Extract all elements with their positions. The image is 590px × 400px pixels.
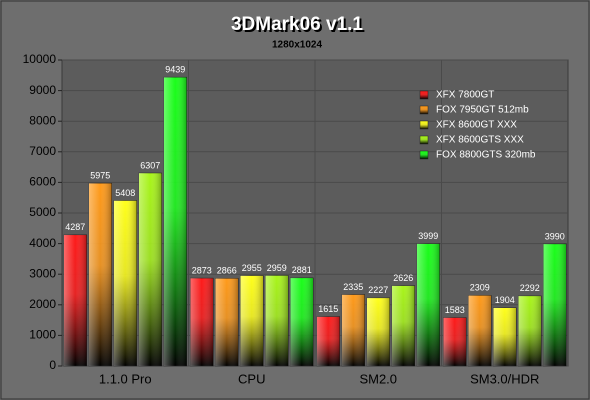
legend-label: XFX 8600GT XXX — [436, 120, 517, 131]
value-label: 2227 — [368, 285, 388, 295]
value-label: 2873 — [192, 265, 212, 275]
legend-label: FOX 7950GT 512mb — [436, 105, 529, 116]
legend-swatch — [419, 150, 429, 160]
y-tick-label: 1000 — [29, 328, 56, 342]
bar-shine — [290, 277, 314, 366]
value-label: 1615 — [318, 304, 338, 314]
y-tick-label: 8000 — [29, 113, 56, 127]
bar-shine — [163, 77, 187, 367]
y-tick-label: 2000 — [29, 297, 56, 311]
chart-title-shadow: 3DMark06 v1.1 — [233, 16, 365, 37]
value-label: 2309 — [470, 283, 490, 293]
chart-subtitle: 1280x1024 — [272, 40, 322, 51]
legend-label: XFX 8600GTS XXX — [436, 135, 524, 146]
legend-label: XFX 7800GT — [436, 90, 494, 101]
bar-shine — [443, 317, 467, 366]
bar-shine — [265, 275, 289, 366]
y-tick-label: 10000 — [23, 52, 57, 66]
bar-shine — [190, 278, 214, 366]
x-tick-label: 1.1.0 Pro — [99, 371, 152, 386]
value-label: 2866 — [217, 266, 237, 276]
value-label: 2955 — [242, 263, 262, 273]
value-label: 2881 — [292, 265, 312, 275]
value-label: 2335 — [343, 282, 363, 292]
bar-shine — [341, 294, 365, 366]
bar-shine — [468, 295, 492, 366]
bar-shine — [316, 316, 340, 366]
y-tick-label: 7000 — [29, 144, 56, 158]
legend-swatch — [419, 105, 429, 115]
bar-shine — [240, 275, 264, 366]
value-label: 3990 — [545, 231, 565, 241]
legend-swatch — [419, 135, 429, 145]
value-label: 5975 — [90, 171, 110, 181]
bar-shine — [88, 183, 112, 366]
y-tick-label: 6000 — [29, 175, 56, 189]
value-label: 1583 — [445, 305, 465, 315]
value-label: 5408 — [115, 188, 135, 198]
x-tick-label: CPU — [238, 371, 265, 386]
value-label: 2626 — [393, 273, 413, 283]
x-tick-label: SM2.0 — [359, 371, 397, 386]
bar-shine — [113, 200, 137, 366]
y-tick-label: 4000 — [29, 236, 56, 250]
x-tick-label: SM3.0/HDR — [470, 371, 539, 386]
legend-swatch — [419, 90, 429, 100]
value-label: 9439 — [165, 65, 185, 75]
value-label: 6307 — [140, 160, 160, 170]
bar-shine — [391, 285, 415, 366]
y-tick-label: 9000 — [29, 83, 56, 97]
value-label: 2959 — [267, 263, 287, 273]
bar-shine — [416, 243, 440, 366]
y-tick-label: 0 — [49, 358, 56, 372]
legend-swatch — [419, 120, 429, 130]
legend-label: FOX 8800GTS 320mb — [436, 150, 536, 161]
bar-shine — [215, 278, 239, 366]
value-label: 2292 — [520, 283, 540, 293]
value-label: 3999 — [418, 231, 438, 241]
bar-shine — [518, 295, 542, 366]
bar-shine — [138, 173, 162, 366]
bar-shine — [63, 234, 87, 366]
value-label: 4287 — [65, 222, 85, 232]
bar-shine — [493, 307, 517, 366]
bar-shine — [543, 243, 567, 366]
y-tick-label: 5000 — [29, 205, 56, 219]
y-tick-label: 3000 — [29, 266, 56, 280]
bar-shine — [366, 297, 390, 366]
value-label: 1904 — [495, 295, 515, 305]
chart-title: 3DMark06 v1.1 — [231, 14, 363, 35]
